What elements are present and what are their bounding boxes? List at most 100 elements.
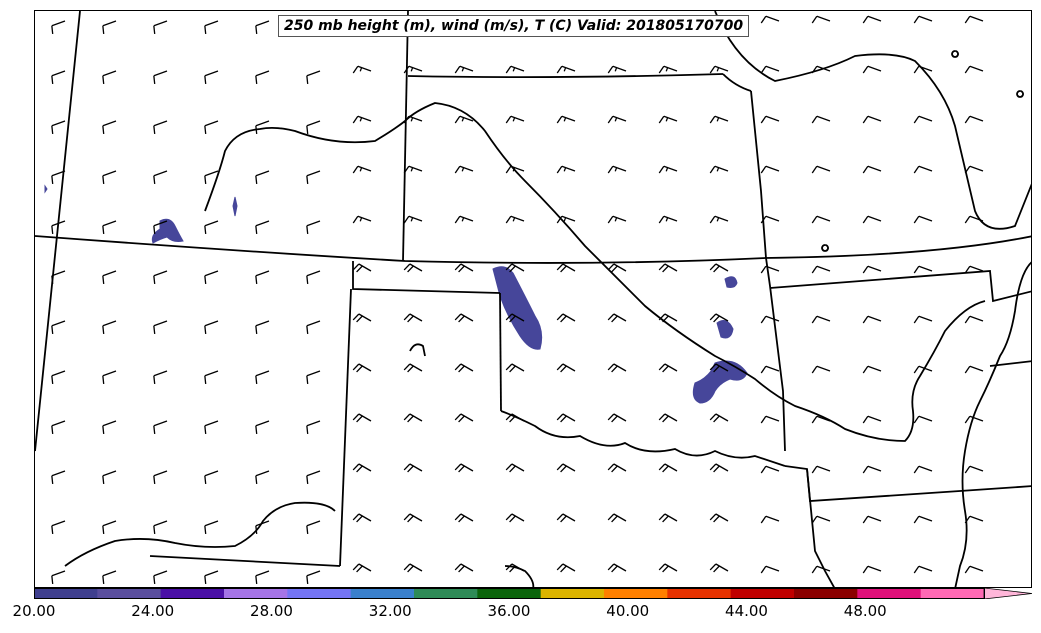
colorbar-bin (160, 588, 225, 599)
wind-barb (964, 65, 984, 74)
wind-barb (862, 465, 882, 474)
wind-barb (556, 313, 576, 323)
wind-barb (862, 365, 882, 374)
wind-barb (709, 65, 729, 74)
wind-barb (454, 563, 474, 573)
temperature-fill-layer (44, 184, 748, 404)
wind-barb (811, 215, 831, 224)
boundary-line (339, 288, 352, 567)
colorbar-bin (604, 588, 668, 599)
boundary-line (806, 468, 835, 587)
wind-barb (556, 215, 576, 224)
wind-barb (607, 563, 627, 573)
map-title: 250 mb height (m), wind (m/s), T (C) Val… (278, 15, 750, 37)
wind-barb (352, 313, 372, 323)
wind-barb (306, 420, 321, 435)
boundary-line (409, 343, 426, 357)
wind-barb (454, 263, 474, 273)
wind-barb (709, 313, 729, 323)
colorbar-outline (34, 588, 985, 599)
colorbar-bin (97, 588, 162, 599)
wind-barb (403, 165, 423, 174)
colorbar-tick-label: 40.00 (606, 602, 650, 620)
colorbar (34, 588, 1032, 599)
wind-barb (204, 320, 219, 335)
wind-barb (352, 413, 372, 423)
wind-barb (811, 115, 831, 124)
wind-barb (403, 413, 423, 423)
wind-barb (51, 420, 66, 435)
wind-barb (306, 520, 321, 535)
wind-barb (862, 315, 882, 324)
wind-barb (51, 70, 66, 85)
colorbar-bin (857, 588, 922, 599)
wind-barb (811, 565, 831, 574)
wind-barb (403, 563, 423, 573)
wind-barb (862, 165, 882, 174)
wind-barb (204, 220, 219, 235)
wind-barb (403, 215, 423, 224)
wind-barb (709, 263, 729, 273)
colorbar-tick-label: 36.00 (487, 602, 531, 620)
wind-barb (556, 165, 576, 174)
colorbar-extend-arrow (983, 588, 1032, 599)
wind-barb (102, 570, 117, 585)
wind-barb (153, 570, 168, 585)
boundary-line (149, 555, 341, 567)
wind-barb (352, 563, 372, 573)
wind-barb (862, 415, 882, 424)
colorbar-bin (477, 588, 542, 599)
wind-barb (556, 463, 576, 473)
wind-barb (102, 220, 117, 235)
wind-barb (556, 513, 576, 523)
wind-barb (403, 463, 423, 473)
wind-barb (913, 565, 933, 574)
wind-barb (352, 363, 372, 373)
temperature-contour (692, 360, 748, 404)
wind-barb (153, 20, 168, 35)
wind-barb (760, 165, 780, 174)
temperature-contour (492, 266, 543, 350)
colorbar-bin (920, 588, 985, 599)
wind-barb (403, 513, 423, 523)
wind-barb (153, 470, 168, 485)
wind-barb (306, 170, 321, 185)
wind-barb (964, 165, 984, 174)
wind-barb (964, 415, 984, 424)
wind-barb (760, 65, 780, 74)
wind-barb (811, 165, 831, 174)
wind-barb (964, 465, 984, 474)
wind-barb (658, 263, 678, 273)
wind-barb (352, 215, 372, 224)
wind-barb (255, 370, 270, 385)
wind-barb (964, 315, 984, 324)
wind-barb (255, 220, 270, 235)
wind-barb (862, 15, 882, 24)
wind-barb (153, 370, 168, 385)
boundary-line (499, 292, 502, 412)
wind-barb (255, 420, 270, 435)
temperature-contour (44, 184, 48, 194)
wind-barb (255, 320, 270, 335)
wind-barb (454, 313, 474, 323)
wind-barb (454, 363, 474, 373)
wind-barb (255, 170, 270, 185)
wind-barb (862, 565, 882, 574)
wind-barb (204, 420, 219, 435)
wind-barb (811, 515, 831, 524)
wind-barb (403, 115, 423, 124)
wind-barb (556, 563, 576, 573)
wind-barb (454, 165, 474, 174)
wind-barb (306, 220, 321, 235)
boundary-line (714, 11, 1031, 230)
wind-barb (255, 570, 270, 585)
boundary-line (204, 102, 986, 442)
wind-barb (658, 65, 678, 74)
wind-barb (352, 115, 372, 124)
wind-barb (964, 515, 984, 524)
wind-barb (403, 313, 423, 323)
wind-barb (505, 363, 525, 373)
wind-barb (658, 313, 678, 323)
wind-barb (709, 513, 729, 523)
wind-barb (811, 265, 831, 274)
